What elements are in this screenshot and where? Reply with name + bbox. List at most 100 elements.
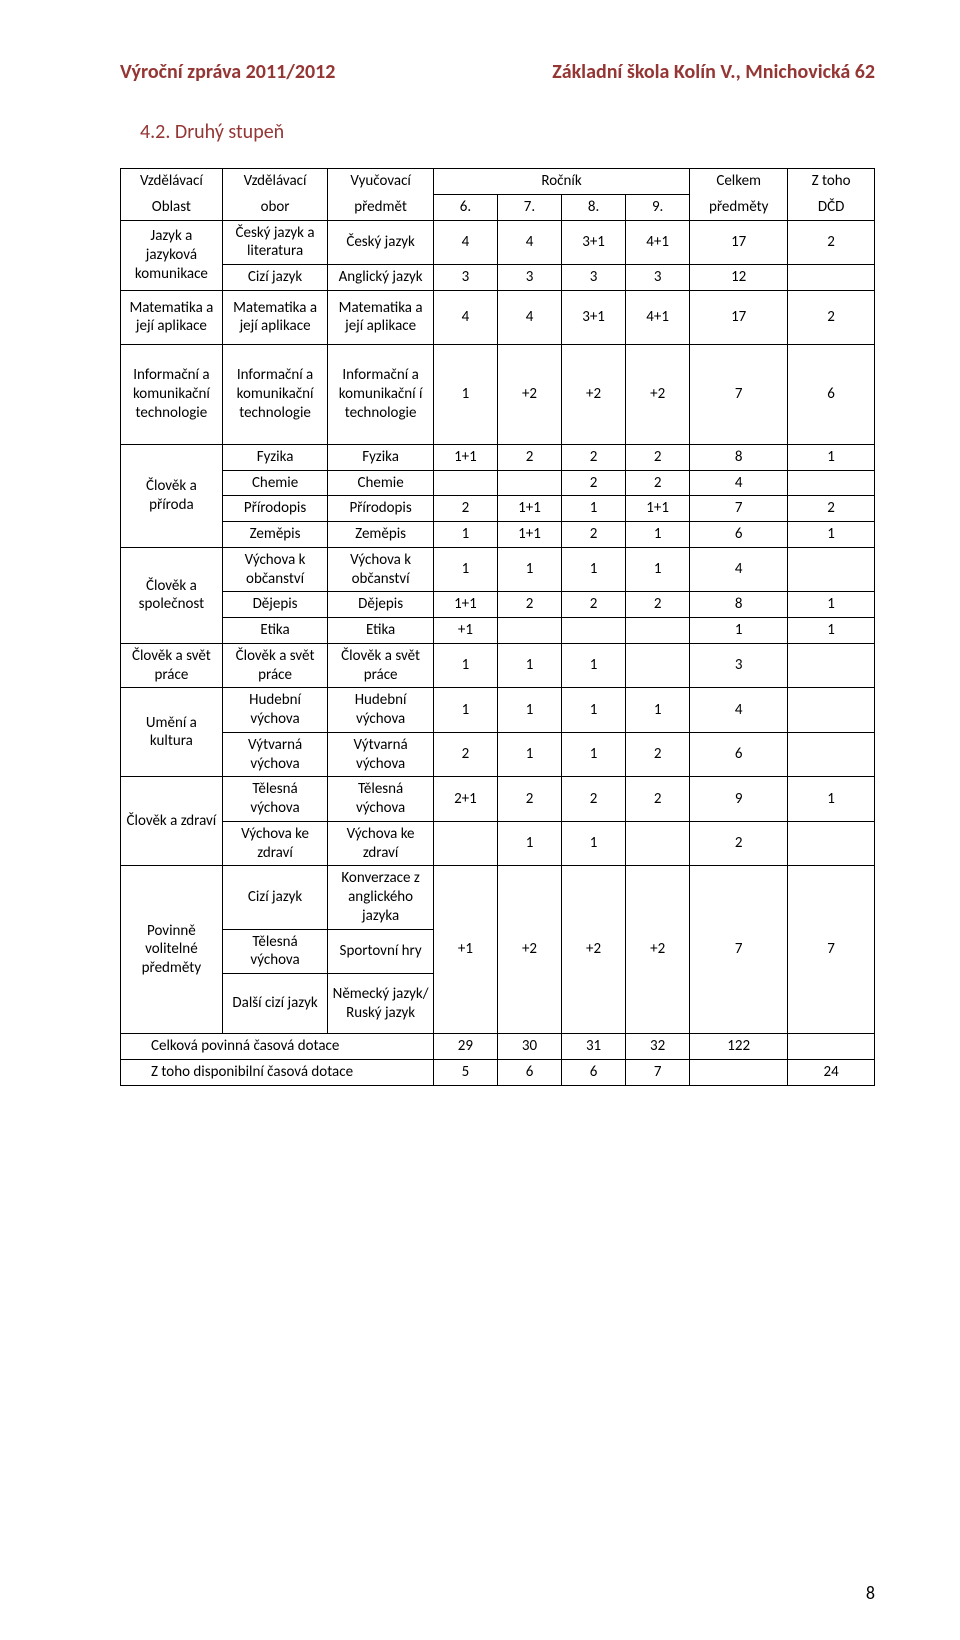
cell: 2 <box>433 496 497 522</box>
cell: 1 <box>562 732 626 777</box>
cell: 2 <box>626 732 690 777</box>
cell: 2+1 <box>433 777 497 822</box>
cell: 1 <box>562 643 626 688</box>
page-number: 8 <box>866 1582 875 1604</box>
cell: 2 <box>562 470 626 496</box>
cell: 7 <box>690 496 788 522</box>
cell: 2 <box>562 592 626 618</box>
cell-oblast: Člověk a příroda <box>121 444 223 547</box>
cell: 3 <box>433 265 497 291</box>
cell <box>626 821 690 866</box>
th-ztoho: Z toho <box>788 169 875 195</box>
cell: Cizí jazyk <box>222 265 328 291</box>
table-row: Člověk a zdraví Tělesná výchova Tělesná … <box>121 777 875 822</box>
cell: Hudební výchova <box>222 688 328 733</box>
cell: Chemie <box>222 470 328 496</box>
cell: 1 <box>788 522 875 548</box>
cell: 1+1 <box>497 522 561 548</box>
cell: Přírodopis <box>222 496 328 522</box>
cell: +2 <box>497 866 561 1034</box>
cell: Výchova ke zdraví <box>328 821 434 866</box>
cell: 3 <box>690 643 788 688</box>
cell: +2 <box>562 344 626 444</box>
cell-disp: Z toho disponibilní časová dotace <box>121 1059 434 1085</box>
cell: 1 <box>626 688 690 733</box>
cell-oblast: Jazyk a jazyková komunikace <box>121 220 223 290</box>
th-vzdelavaci2: Vzdělávací <box>222 169 328 195</box>
cell: 1+1 <box>433 592 497 618</box>
cell: Tělesná výchova <box>222 929 328 974</box>
cell: 1 <box>788 618 875 644</box>
cell: +2 <box>497 344 561 444</box>
cell <box>497 470 561 496</box>
cell: 3 <box>497 265 561 291</box>
cell: 7 <box>690 866 788 1034</box>
cell: Etika <box>328 618 434 644</box>
cell: 1 <box>497 547 561 592</box>
table-row: Etika Etika +1 1 1 <box>121 618 875 644</box>
cell <box>788 688 875 733</box>
cell: 1 <box>626 522 690 548</box>
cell: 2 <box>433 732 497 777</box>
table-row: Jazyk a jazyková komunikace Český jazyk … <box>121 220 875 265</box>
cell: Informační a komunikační í technologie <box>328 344 434 444</box>
cell: 1 <box>788 444 875 470</box>
th-predmet: předmět <box>328 194 434 220</box>
cell: Dějepis <box>328 592 434 618</box>
cell: 4 <box>690 470 788 496</box>
section-title: 4.2. Druhý stupeň <box>140 120 875 144</box>
th-oblast: Oblast <box>121 194 223 220</box>
cell-oblast: Člověk a společnost <box>121 547 223 643</box>
cell <box>626 643 690 688</box>
cell <box>788 470 875 496</box>
cell: Zeměpis <box>222 522 328 548</box>
cell: 2 <box>562 522 626 548</box>
cell: Etika <box>222 618 328 644</box>
cell: +2 <box>626 344 690 444</box>
table-row: Zeměpis Zeměpis 1 1+1 2 1 6 1 <box>121 522 875 548</box>
cell: Zeměpis <box>328 522 434 548</box>
cell <box>788 643 875 688</box>
cell: 1 <box>433 344 497 444</box>
cell: 2 <box>690 821 788 866</box>
cell: 1 <box>497 688 561 733</box>
table-header-row: Oblast obor předmět 6. 7. 8. 9. předměty… <box>121 194 875 220</box>
cell: 4 <box>433 220 497 265</box>
header-left: Výroční zpráva 2011/2012 <box>120 60 335 84</box>
th-obor: obor <box>222 194 328 220</box>
cell: 1+1 <box>497 496 561 522</box>
table-row: Celková povinná časová dotace 29 30 31 3… <box>121 1034 875 1060</box>
cell: 2 <box>626 592 690 618</box>
cell: Další cizí jazyk <box>222 974 328 1034</box>
cell: 2 <box>497 444 561 470</box>
table-row: Člověk a příroda Fyzika Fyzika 1+1 2 2 2… <box>121 444 875 470</box>
table-row: Dějepis Dějepis 1+1 2 2 2 8 1 <box>121 592 875 618</box>
cell: 1 <box>562 547 626 592</box>
cell: Výtvarná výchova <box>328 732 434 777</box>
cell: 2 <box>788 220 875 265</box>
cell-celkova: Celková povinná časová dotace <box>121 1034 434 1060</box>
cell: 17 <box>690 220 788 265</box>
cell: 30 <box>497 1034 561 1060</box>
table-row: Matematika a její aplikace Matematika a … <box>121 290 875 344</box>
cell: 12 <box>690 265 788 291</box>
table-row: Povinně volitelné předměty Cizí jazyk Ko… <box>121 866 875 929</box>
cell: 2 <box>497 592 561 618</box>
table-row: Přírodopis Přírodopis 2 1+1 1 1+1 7 2 <box>121 496 875 522</box>
cell: 2 <box>788 290 875 344</box>
cell: 1 <box>497 821 561 866</box>
cell: Matematika a její aplikace <box>328 290 434 344</box>
cell: Výchova ke zdraví <box>222 821 328 866</box>
curriculum-table: Vzdělávací Vzdělávací Vyučovací Ročník C… <box>120 168 875 1086</box>
th-dcd: DČD <box>788 194 875 220</box>
cell <box>497 618 561 644</box>
cell <box>788 1034 875 1060</box>
cell: 3 <box>626 265 690 291</box>
table-row: Výtvarná výchova Výtvarná výchova 2 1 1 … <box>121 732 875 777</box>
cell: +1 <box>433 866 497 1034</box>
cell: Tělesná výchova <box>222 777 328 822</box>
th-celkem: Celkem <box>690 169 788 195</box>
cell: 7 <box>788 866 875 1034</box>
cell: 1 <box>562 821 626 866</box>
cell: 31 <box>562 1034 626 1060</box>
